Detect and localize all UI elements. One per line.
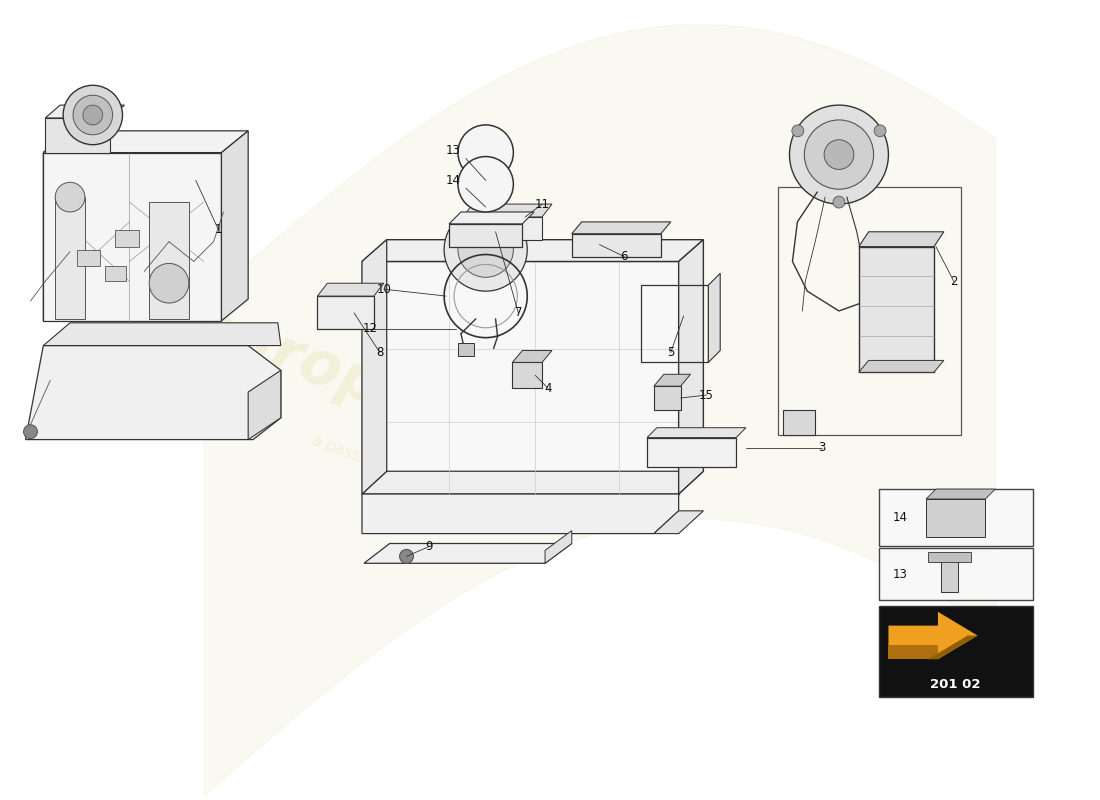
- Polygon shape: [889, 612, 978, 659]
- Circle shape: [82, 105, 102, 125]
- Polygon shape: [647, 438, 736, 467]
- Polygon shape: [928, 635, 978, 659]
- Circle shape: [150, 263, 189, 303]
- Circle shape: [458, 157, 514, 212]
- Text: 6: 6: [620, 250, 628, 263]
- Polygon shape: [362, 262, 679, 494]
- Polygon shape: [859, 232, 944, 246]
- Text: 4: 4: [544, 382, 552, 394]
- Text: a passion for parts since 1965: a passion for parts since 1965: [310, 433, 532, 526]
- Polygon shape: [114, 230, 140, 246]
- Polygon shape: [45, 118, 110, 153]
- Circle shape: [824, 140, 854, 170]
- Polygon shape: [679, 240, 703, 494]
- Text: 1: 1: [214, 223, 222, 236]
- Polygon shape: [647, 428, 746, 438]
- Polygon shape: [249, 370, 280, 439]
- Polygon shape: [55, 197, 85, 319]
- Polygon shape: [43, 131, 249, 153]
- Polygon shape: [879, 606, 1033, 697]
- Circle shape: [399, 550, 414, 563]
- Polygon shape: [653, 374, 691, 386]
- Text: 13: 13: [892, 568, 907, 581]
- Polygon shape: [362, 240, 387, 494]
- Polygon shape: [653, 511, 703, 534]
- Text: 14: 14: [892, 511, 907, 524]
- Polygon shape: [45, 105, 124, 118]
- Polygon shape: [43, 131, 70, 321]
- Text: 2: 2: [950, 274, 957, 288]
- Text: 11: 11: [535, 198, 550, 210]
- Circle shape: [804, 120, 873, 190]
- Polygon shape: [889, 646, 938, 659]
- Circle shape: [55, 182, 85, 212]
- Polygon shape: [362, 471, 703, 494]
- Circle shape: [444, 208, 527, 291]
- Text: 13: 13: [446, 144, 461, 157]
- Text: 8: 8: [376, 346, 384, 359]
- Polygon shape: [362, 494, 679, 534]
- Polygon shape: [513, 362, 542, 388]
- Text: 7: 7: [515, 306, 522, 319]
- Polygon shape: [104, 266, 126, 282]
- Text: europarts: europarts: [184, 294, 521, 466]
- Circle shape: [23, 425, 37, 438]
- Text: 15: 15: [698, 389, 714, 402]
- Polygon shape: [463, 204, 552, 217]
- Text: 12: 12: [362, 322, 377, 335]
- Polygon shape: [928, 552, 970, 562]
- Circle shape: [833, 196, 845, 208]
- Circle shape: [874, 125, 886, 137]
- Polygon shape: [362, 240, 703, 262]
- Circle shape: [458, 125, 514, 180]
- Polygon shape: [449, 224, 522, 246]
- Polygon shape: [463, 217, 542, 240]
- Polygon shape: [43, 153, 221, 321]
- Polygon shape: [77, 250, 100, 266]
- Polygon shape: [513, 350, 552, 362]
- Circle shape: [63, 86, 122, 145]
- Polygon shape: [879, 489, 1033, 546]
- Polygon shape: [572, 222, 671, 234]
- Polygon shape: [43, 323, 280, 346]
- Polygon shape: [318, 296, 374, 329]
- Circle shape: [73, 95, 112, 134]
- Polygon shape: [926, 499, 986, 537]
- Polygon shape: [879, 549, 1033, 600]
- Circle shape: [458, 222, 514, 278]
- Polygon shape: [708, 274, 720, 362]
- Circle shape: [792, 125, 804, 137]
- Text: 9: 9: [426, 540, 433, 553]
- Bar: [641, 286, 708, 362]
- Polygon shape: [940, 556, 958, 592]
- Text: 14: 14: [446, 174, 461, 187]
- Polygon shape: [364, 543, 572, 563]
- Polygon shape: [458, 342, 474, 357]
- Text: 5: 5: [667, 346, 674, 359]
- Polygon shape: [782, 410, 815, 434]
- Polygon shape: [150, 202, 189, 319]
- Polygon shape: [859, 246, 934, 372]
- Polygon shape: [25, 346, 280, 439]
- Circle shape: [790, 105, 889, 204]
- Polygon shape: [546, 530, 572, 563]
- Text: 10: 10: [376, 282, 392, 296]
- Polygon shape: [572, 234, 661, 257]
- Text: 3: 3: [818, 441, 826, 454]
- Polygon shape: [926, 489, 996, 499]
- Polygon shape: [318, 283, 384, 296]
- Polygon shape: [449, 212, 535, 224]
- Text: 201 02: 201 02: [931, 678, 981, 691]
- Polygon shape: [653, 386, 681, 410]
- Polygon shape: [221, 131, 249, 321]
- Polygon shape: [859, 361, 944, 372]
